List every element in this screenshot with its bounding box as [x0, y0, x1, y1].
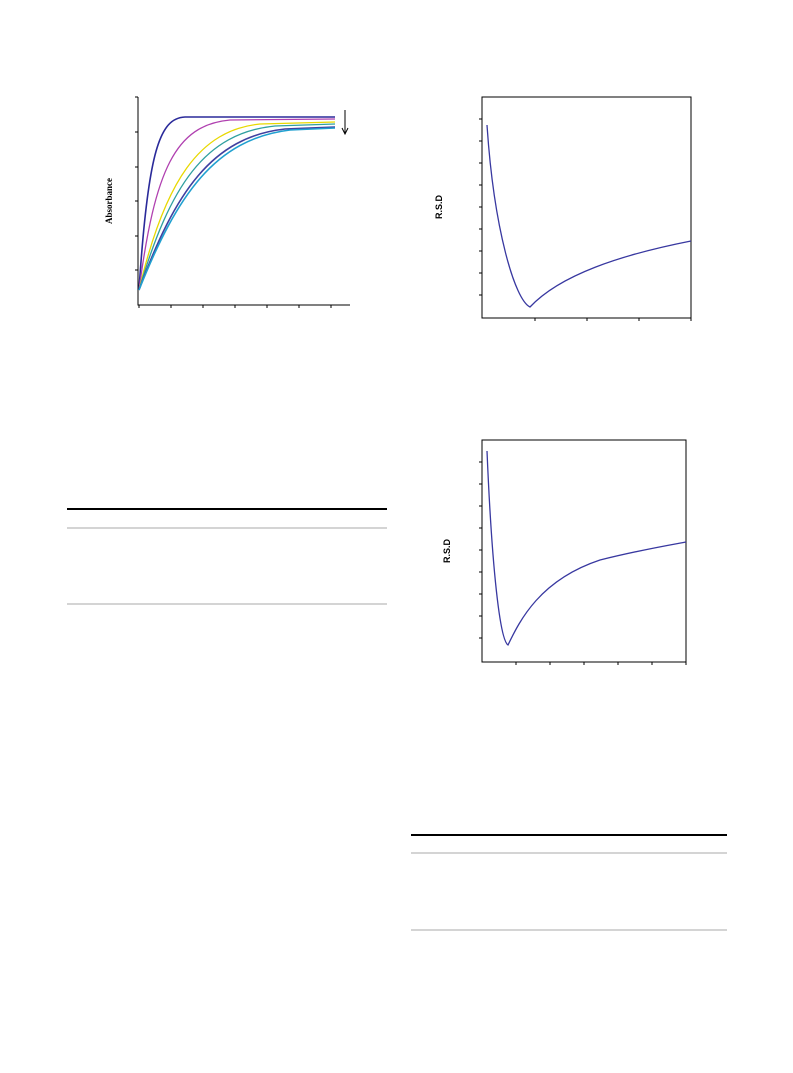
ticks	[135, 96, 332, 308]
figure-rsd-2: R.S.D	[442, 439, 687, 665]
table-1	[67, 508, 387, 605]
frame	[481, 439, 687, 663]
curve	[138, 127, 336, 291]
table-2	[411, 834, 727, 931]
curve	[138, 126, 336, 291]
curve	[138, 118, 336, 291]
y-label: R.S.D	[442, 539, 452, 564]
ticks	[479, 461, 687, 665]
curve	[138, 121, 336, 291]
arrow	[341, 110, 349, 136]
curve	[486, 124, 692, 308]
figure-rsd-1: R.S.D	[434, 96, 692, 321]
ticks	[479, 118, 692, 321]
y-label: R.S.D	[434, 195, 444, 220]
y-label: Absorbance	[104, 178, 114, 224]
curve	[138, 123, 336, 291]
frame	[481, 96, 692, 319]
figure-absorbance: Absorbance	[104, 96, 350, 308]
curve	[138, 116, 335, 291]
curve	[486, 450, 687, 646]
axes	[137, 97, 350, 306]
